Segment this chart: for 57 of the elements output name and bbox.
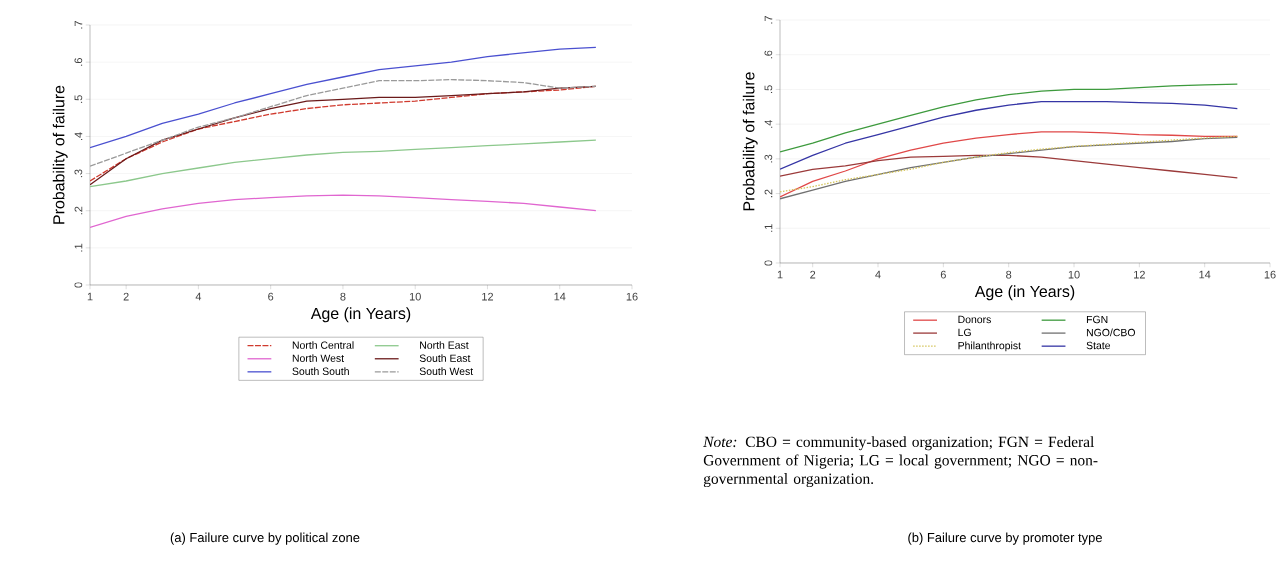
y-tick-label: .5 xyxy=(74,95,83,103)
line-series xyxy=(90,139,597,188)
y-tick-label: .6 xyxy=(764,50,773,59)
x-axis-title: Age (in Years) xyxy=(974,285,1075,301)
x-tick-label: 1 xyxy=(87,292,93,301)
y-tick-label: .3 xyxy=(74,169,83,178)
legend-label: Philanthropist xyxy=(958,341,1021,352)
legend-label: North Central xyxy=(292,341,354,349)
x-tick-label: 14 xyxy=(554,292,566,301)
legend-label: Donors xyxy=(958,315,991,324)
legend-label: South West xyxy=(419,367,474,375)
x-tick-label: 8 xyxy=(1006,270,1012,279)
y-tick-label: 0 xyxy=(74,282,83,288)
y-tick-label: .5 xyxy=(764,85,773,93)
x-tick-label: 1 xyxy=(777,270,783,279)
x-tick-label: 10 xyxy=(409,292,421,301)
legend-label: State xyxy=(1086,341,1111,350)
x-tick-label: 6 xyxy=(940,270,946,279)
y-tick-label: 0 xyxy=(764,260,773,266)
x-tick-label: 12 xyxy=(482,292,494,301)
line-series xyxy=(780,83,1238,153)
legend-label: FGN xyxy=(1086,315,1108,324)
x-tick-label: 4 xyxy=(875,270,881,279)
line-series xyxy=(780,154,1238,179)
y-axis-title: Probability of failure xyxy=(742,72,758,211)
legend-label: South East xyxy=(419,354,471,362)
text: (a) Failure curve by political zone xyxy=(170,532,360,545)
y-tick-label: .1 xyxy=(74,243,83,252)
y-tick-label: .7 xyxy=(764,15,773,24)
text: Note: CBO = community-based organization; FGN = Federal Government of Nigeria; LG = local government; NGO = non-governmental organization. xyxy=(703,436,1098,488)
x-tick-label: 10 xyxy=(1068,270,1080,279)
x-tick-label: 16 xyxy=(1264,270,1276,279)
x-tick-label: 4 xyxy=(195,292,202,301)
text: (b) Failure curve by promoter type xyxy=(908,532,1102,545)
x-tick-label: 14 xyxy=(1199,270,1211,279)
line-series xyxy=(90,194,597,229)
y-tick-label: .4 xyxy=(764,119,773,128)
legend-label: NGO/CBO xyxy=(1086,328,1135,337)
x-tick-label: 2 xyxy=(810,270,816,279)
legend-label: South South xyxy=(292,367,349,375)
y-tick-label: .1 xyxy=(764,224,773,232)
y-tick-label: .3 xyxy=(764,154,773,163)
x-tick-label: 2 xyxy=(123,292,129,301)
y-tick-label: .7 xyxy=(74,20,83,29)
x-tick-label: 16 xyxy=(626,292,638,301)
x-tick-label: 6 xyxy=(268,292,274,301)
legend-label: North West xyxy=(292,354,345,362)
x-tick-label: 12 xyxy=(1134,270,1145,279)
legend-label: LG xyxy=(958,328,971,337)
x-tick-label: 8 xyxy=(340,292,346,301)
y-tick-label: .6 xyxy=(74,58,83,66)
y-tick-label: .2 xyxy=(74,206,83,215)
y-tick-label: .2 xyxy=(764,189,773,198)
legend-label: North East xyxy=(420,341,469,349)
x-axis-title: Age (in Years) xyxy=(310,307,411,323)
y-axis-title: Probability of failure xyxy=(52,85,68,224)
y-tick-label: .4 xyxy=(74,132,83,140)
